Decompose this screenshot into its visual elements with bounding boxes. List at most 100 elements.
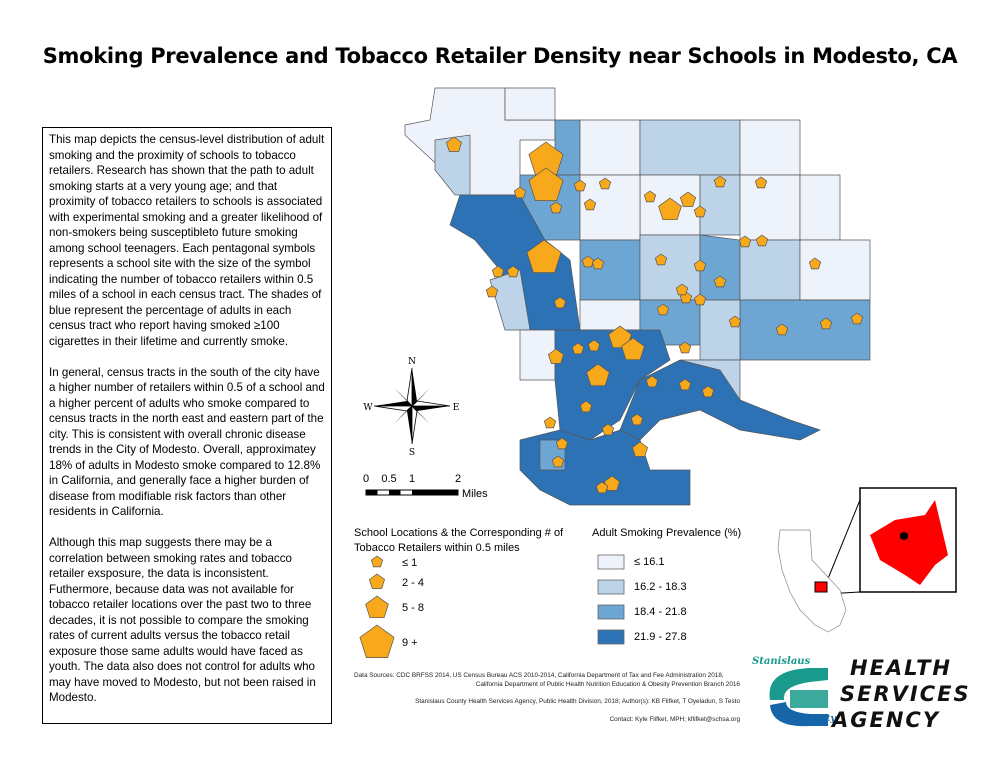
school-symbol <box>601 423 615 436</box>
compass-w: W <box>363 403 373 413</box>
school-symbols <box>445 136 864 494</box>
school-symbol <box>693 259 707 272</box>
school-symbol <box>754 176 768 189</box>
school-symbol <box>775 323 789 336</box>
school-class-3: 5 - 8 <box>402 602 425 614</box>
school-symbol <box>693 293 707 306</box>
school-class-4: 9 + <box>402 637 418 649</box>
school-legend-title: School Locations & the Corresponding # o… <box>354 527 564 554</box>
tract-n-mid <box>504 87 556 121</box>
tract-ne-3 <box>739 119 801 176</box>
school-symbol <box>551 455 565 468</box>
school-legend-symbols <box>359 555 395 658</box>
tract-e-2 <box>799 239 871 301</box>
sources-contact: Contact: Kyle Flifket, MPH; kflifket@sch… <box>609 716 740 723</box>
logo-county: County <box>800 714 836 724</box>
school-symbol <box>656 303 670 316</box>
map-title: Smoking Prevalence and Tobacco Retailer … <box>42 44 958 68</box>
description-paragraph-2: In general, census tracts in the south o… <box>49 365 325 519</box>
logo-health: HEALTH <box>850 656 952 680</box>
tract-c-4 <box>639 234 701 301</box>
compass-rose <box>373 367 451 445</box>
school-symbol <box>506 265 520 278</box>
tract-c-5 <box>699 234 741 301</box>
school-symbol <box>728 315 742 328</box>
school-legend-symbol-3 <box>365 595 389 619</box>
tract-e-1 <box>799 174 841 241</box>
census-tracts <box>404 87 871 506</box>
sources-line-1: Data Sources: CDC BRFSS 2014, US Census … <box>354 672 724 679</box>
school-symbol <box>586 363 610 387</box>
school-symbol <box>543 416 557 429</box>
tract-ne-1 <box>579 119 641 176</box>
school-symbol <box>553 296 567 309</box>
school-symbol <box>513 186 527 199</box>
school-symbol <box>678 378 692 391</box>
scale-tick-1: 1 <box>409 473 415 485</box>
prevalence-class-2: 16.2 - 18.3 <box>634 581 687 593</box>
logo-agency: AGENCY <box>832 708 941 732</box>
scale-tick-0: 0 <box>363 473 369 485</box>
school-symbol <box>549 201 563 214</box>
logo-stanislaus: Stanislaus <box>752 656 811 667</box>
school-symbol <box>445 136 463 152</box>
sources-line-2: California Department of Public Health N… <box>475 681 740 688</box>
tract-ne-2 <box>639 119 741 176</box>
description-paragraph-1: This map depicts the census-level distri… <box>49 133 325 348</box>
prevalence-legend-swatches <box>597 554 625 645</box>
school-legend-symbol-4 <box>359 624 395 658</box>
school-legend-symbol-1 <box>370 555 384 568</box>
school-symbol <box>598 177 612 190</box>
school-class-1: ≤ 1 <box>402 557 418 569</box>
school-symbol <box>595 481 609 494</box>
tract-c-3 <box>579 239 641 301</box>
school-symbol <box>630 413 644 426</box>
swatch-1 <box>597 554 625 570</box>
scale-tick-05: 0.5 <box>381 473 396 485</box>
school-symbol <box>526 239 562 273</box>
tract-ne-6 <box>739 174 801 241</box>
school-symbol <box>581 255 595 268</box>
school-symbol <box>573 179 587 192</box>
inset-map <box>777 487 957 633</box>
description-paragraph-3: Although this map suggests there may be … <box>49 536 316 704</box>
california-outline <box>777 529 847 633</box>
school-symbol <box>755 234 769 247</box>
swatch-3 <box>597 604 625 620</box>
school-symbol <box>658 197 682 221</box>
school-symbol <box>608 325 632 349</box>
inset-county-shape <box>870 500 948 585</box>
tract-c-6 <box>739 239 801 301</box>
logo-services: SERVICES <box>840 682 971 706</box>
school-symbol <box>631 441 649 457</box>
school-symbol <box>603 475 621 491</box>
school-symbol <box>738 235 752 248</box>
school-symbol <box>701 385 715 398</box>
school-symbol <box>591 257 605 270</box>
prevalence-class-4: 21.9 - 27.8 <box>634 631 687 643</box>
school-symbol <box>491 265 505 278</box>
school-symbol <box>693 205 707 218</box>
school-symbol <box>643 190 657 203</box>
scale-unit: Miles <box>462 488 488 500</box>
school-symbol <box>528 167 564 201</box>
swatch-4 <box>597 629 625 645</box>
tract-c-7 <box>579 299 641 331</box>
school-symbol <box>850 312 864 325</box>
school-class-2: 2 - 4 <box>402 577 425 589</box>
school-symbol <box>587 339 601 352</box>
scale-tick-2: 2 <box>455 473 461 485</box>
tract-e-3 <box>739 299 871 361</box>
school-symbol <box>808 257 822 270</box>
school-symbol <box>555 437 569 450</box>
scale-bar <box>365 489 459 496</box>
school-symbol <box>678 341 692 354</box>
school-symbol <box>713 275 727 288</box>
tract-s-light <box>679 359 741 402</box>
swatch-2 <box>597 579 625 595</box>
school-symbol <box>547 348 565 364</box>
sources-author: Stanislaus County Health Services Agency… <box>415 698 740 705</box>
school-symbol <box>621 337 645 361</box>
hsa-logo-mark <box>760 660 830 728</box>
